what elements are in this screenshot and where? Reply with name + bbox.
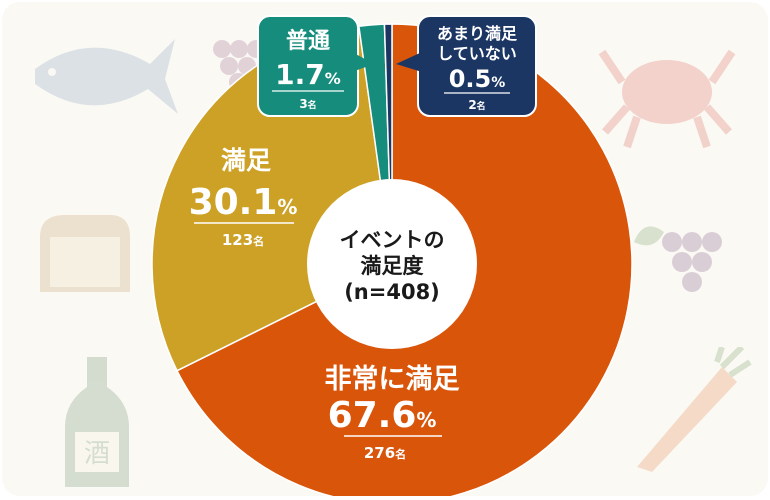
donut-hole — [307, 179, 477, 349]
center-label: イベントの 満足度 (n=408) — [340, 228, 445, 304]
sake-bottle-icon: 酒 — [65, 357, 129, 487]
center-label-line-2: 満足度 — [361, 254, 424, 278]
slice-label: 非常に満足 — [325, 364, 460, 395]
center-label-line-1: イベントの — [340, 228, 445, 252]
slice-label-satisfied: 満足 30.1% 123名 — [189, 146, 298, 249]
slice-count: 3名 — [299, 97, 316, 111]
fish-icon — [35, 39, 178, 114]
slice-label-very-satisfied: 非常に満足 67.6% 276名 — [325, 364, 460, 462]
sake-label: 酒 — [84, 439, 110, 469]
slice-label-line-1: あまり満足 — [437, 24, 518, 43]
grapes-icon — [634, 226, 722, 292]
slice-count: 276名 — [364, 444, 406, 462]
slice-label-line-2: していない — [437, 44, 517, 63]
slice-label: 満足 — [221, 146, 271, 175]
slice-percent: 0.5% — [449, 65, 506, 93]
slice-label: 普通 — [286, 28, 330, 54]
slice-count: 123名 — [222, 231, 264, 249]
bread-icon — [40, 215, 130, 292]
slice-count: 2名 — [468, 98, 485, 112]
center-label-line-3: (n=408) — [344, 280, 440, 304]
slice-percent: 1.7% — [275, 58, 341, 91]
callout-not-very-satisfied: あまり満足 していない 0.5% 2名 — [396, 15, 537, 117]
slice-percent: 30.1% — [189, 182, 298, 223]
crab-icon — [598, 49, 736, 149]
callout-neutral: 普通 1.7% 3名 — [257, 15, 374, 117]
slice-percent: 67.6% — [328, 395, 437, 436]
carrot-icon — [637, 347, 752, 472]
